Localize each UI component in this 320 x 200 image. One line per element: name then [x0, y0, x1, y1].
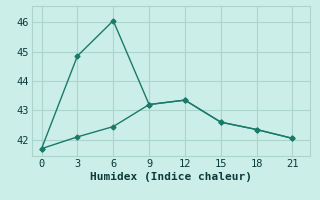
- X-axis label: Humidex (Indice chaleur): Humidex (Indice chaleur): [90, 172, 252, 182]
